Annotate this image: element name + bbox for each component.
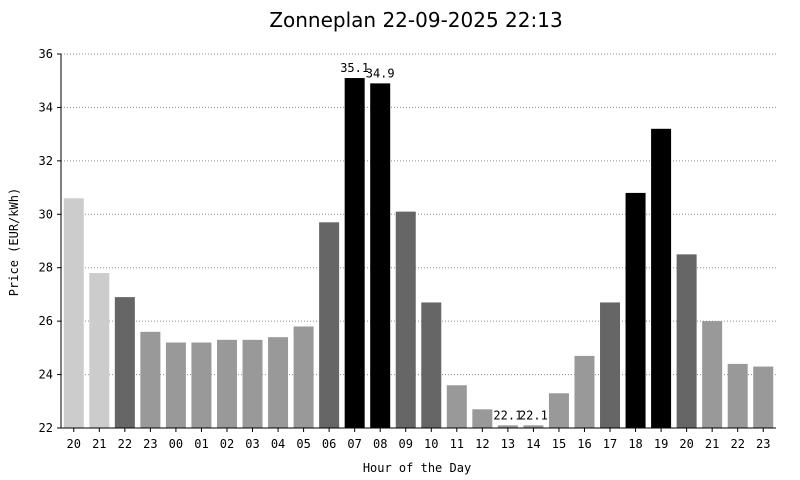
x-tick-label: 01 [194, 437, 208, 451]
bar [165, 342, 186, 428]
bar [702, 321, 723, 428]
x-tick-label: 20 [679, 437, 693, 451]
x-tick-label: 22 [730, 437, 744, 451]
x-tick-label: 21 [92, 437, 106, 451]
x-tick-label: 21 [705, 437, 719, 451]
x-tick-label: 06 [322, 437, 336, 451]
x-tick-label: 14 [526, 437, 540, 451]
x-tick-label: 13 [501, 437, 515, 451]
data-label: 22.1 [493, 408, 522, 422]
grid-lines [61, 53, 776, 376]
bar [114, 297, 135, 428]
x-tick-label: 22 [118, 437, 132, 451]
y-tick-label: 30 [39, 207, 53, 221]
x-tick-label: 03 [245, 437, 259, 451]
bar [574, 355, 595, 428]
bar [676, 254, 697, 428]
x-tick-label: 09 [399, 437, 413, 451]
x-tick-label: 18 [628, 437, 642, 451]
data-label: 34.9 [366, 66, 395, 80]
bar [523, 425, 544, 428]
x-tick-label: 16 [577, 437, 591, 451]
bar [191, 342, 212, 428]
x-tick-label: 11 [450, 437, 464, 451]
bar [268, 337, 289, 428]
y-tick-label: 34 [39, 100, 53, 114]
x-tick-label: 10 [424, 437, 438, 451]
x-tick-label: 00 [169, 437, 183, 451]
bar [89, 273, 110, 428]
y-tick-label: 28 [39, 261, 53, 275]
bar [727, 363, 748, 428]
y-tick-label: 36 [39, 47, 53, 61]
data-labels: 35.134.9 22.122.1 [340, 61, 548, 422]
x-tick-label: 02 [220, 437, 234, 451]
data-label: 22.1 [519, 408, 548, 422]
x-tick-label: 17 [603, 437, 617, 451]
bar [651, 128, 672, 429]
x-axis-label: Hour of the Day [363, 461, 471, 475]
x-tick-label: 23 [143, 437, 157, 451]
y-tick-label: 24 [39, 368, 53, 382]
x-tick-label: 08 [373, 437, 387, 451]
bar [293, 326, 314, 428]
x-tick-label: 07 [347, 437, 361, 451]
bar [625, 192, 646, 428]
bar [319, 222, 340, 428]
bar [753, 366, 774, 428]
bar [472, 409, 493, 428]
x-tick-label: 12 [475, 437, 489, 451]
chart-title: Zonneplan 22-09-2025 22:13 [269, 8, 562, 32]
bar [600, 302, 621, 428]
data-label: 35.1 [340, 61, 369, 75]
x-tick-label: 20 [67, 437, 81, 451]
bars [63, 78, 774, 429]
bar [344, 78, 365, 429]
bar [446, 385, 467, 428]
y-axis-label: Price (EUR/kWh) [7, 188, 21, 296]
y-tick-label: 22 [39, 421, 53, 435]
bar [216, 339, 237, 428]
y-tick-label: 32 [39, 154, 53, 168]
bar [421, 302, 442, 428]
bar [140, 331, 161, 428]
bar [242, 339, 263, 428]
x-tick-label: 19 [654, 437, 668, 451]
y-tick-label: 26 [39, 314, 53, 328]
x-tick-label: 15 [552, 437, 566, 451]
x-tick-label: 04 [271, 437, 285, 451]
bar [395, 211, 416, 428]
bar [497, 425, 518, 428]
x-tick-label: 23 [756, 437, 770, 451]
bar [63, 198, 84, 428]
x-axis-ticks: 20 21 22 23 00 01 02 03 04 05 06 07 08 09 10 11 12 13 14 15… [67, 428, 770, 451]
bar [548, 393, 569, 428]
bar [370, 83, 391, 428]
x-tick-label: 05 [296, 437, 310, 451]
y-axis-ticks: 22 24 26 28 30 32 34 36 [39, 47, 61, 435]
